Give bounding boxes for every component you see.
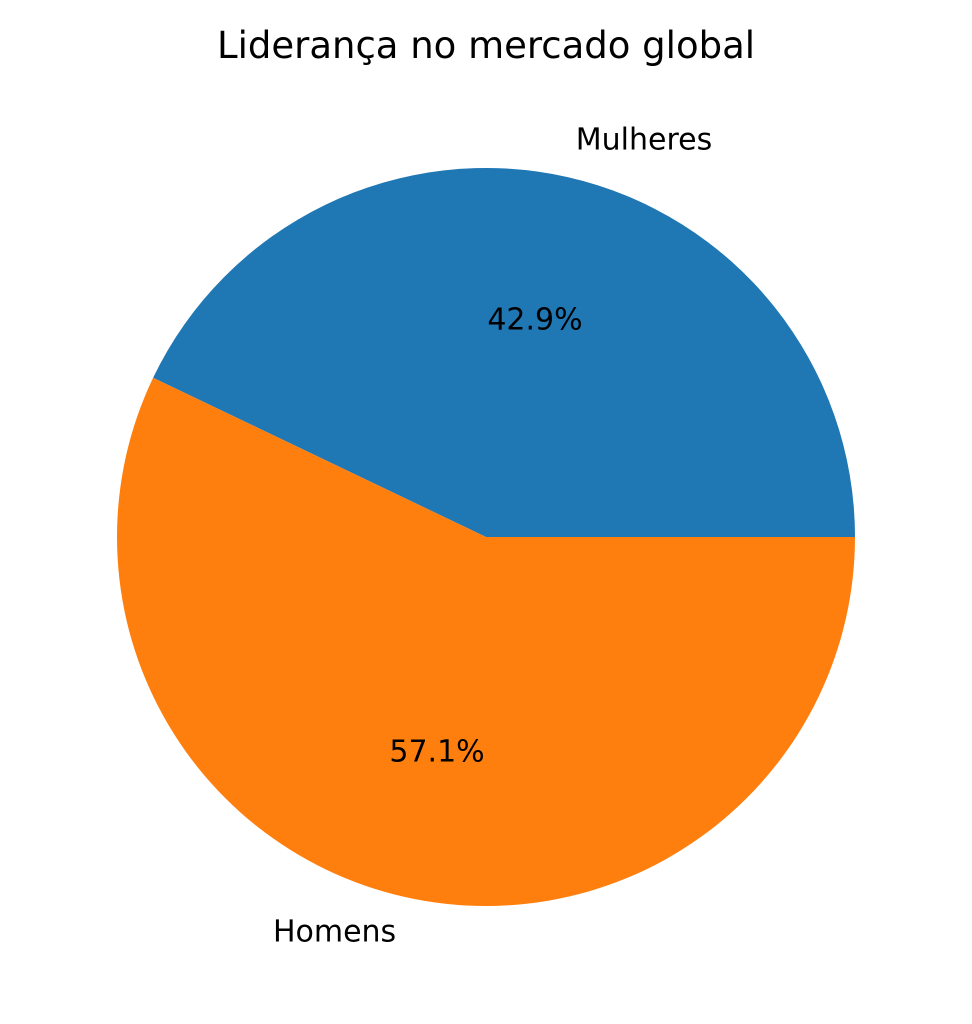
- pie-labels: Mulheres 42.9% Homens 57.1%: [273, 123, 712, 950]
- percent-label-homens: 57.1%: [389, 734, 484, 769]
- pie-slices: [116, 167, 856, 906]
- pie-slice-homens: [116, 377, 855, 906]
- slice-label-homens: Homens: [273, 914, 396, 949]
- percent-label-mulheres: 42.9%: [487, 303, 582, 338]
- chart-title: Liderança no mercado global: [217, 24, 755, 67]
- pie-slice-mulheres: [153, 167, 856, 537]
- slice-label-mulheres: Mulheres: [576, 123, 712, 158]
